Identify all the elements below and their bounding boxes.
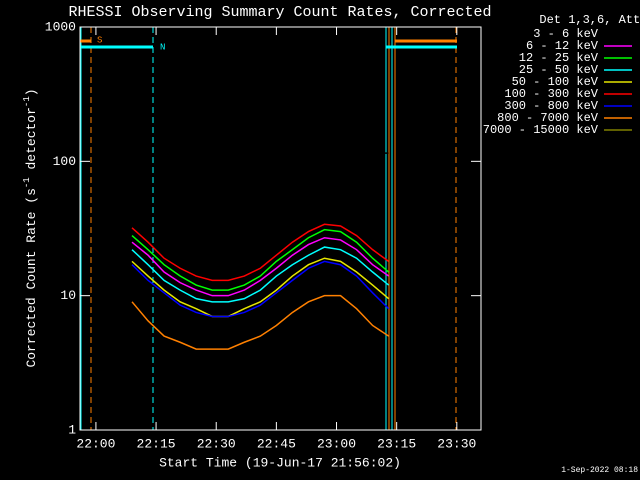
status-markers <box>80 27 457 430</box>
x-tick-label: 22:15 <box>137 436 176 451</box>
series-line <box>131 257 390 318</box>
series-line <box>131 246 390 303</box>
chart-title: RHESSI Observing Summary Count Rates, Co… <box>68 4 491 21</box>
annotation: N <box>160 42 165 52</box>
x-tick-label: 23:15 <box>377 436 416 451</box>
legend-label: 6 - 12 keV <box>526 39 599 53</box>
legend-label: 100 - 300 keV <box>504 87 598 101</box>
series-line <box>131 223 390 282</box>
legend-label: 800 - 7000 keV <box>497 111 599 125</box>
series-line <box>131 143 389 154</box>
y-tick-label: 1 <box>68 422 76 437</box>
x-tick-label: 22:30 <box>197 436 236 451</box>
y-label-sup: -1 <box>22 96 32 107</box>
series-line <box>131 260 390 318</box>
plot-frame <box>79 26 482 431</box>
y-label-part: detector <box>24 107 39 177</box>
y-label-part: ) <box>24 88 39 96</box>
legend-label: 12 - 25 keV <box>519 51 599 65</box>
series-line <box>131 294 390 350</box>
legend-label: 7000 - 15000 keV <box>483 123 599 137</box>
legend-label: 50 - 100 keV <box>512 75 599 89</box>
legend-label: 300 - 800 keV <box>504 99 598 113</box>
x-tick-label: 23:00 <box>317 436 356 451</box>
x-tick-label: 22:00 <box>76 436 115 451</box>
series-line <box>131 228 390 291</box>
y-tick-label: 100 <box>53 154 76 169</box>
timestamp: 1-Sep-2022 08:18 <box>561 466 638 475</box>
y-tick-label: 10 <box>60 288 76 303</box>
y-axis-label: Corrected Count Rate (s-1 detector-1) <box>22 88 39 367</box>
annotation: S <box>97 35 102 45</box>
series-line <box>131 236 390 297</box>
x-tick-label: 23:30 <box>437 436 476 451</box>
y-tick-label: 1000 <box>45 19 76 34</box>
y-label-part: Corrected Count Rate (s <box>24 188 39 367</box>
x-axis-label: Start Time (19-Jun-17 21:56:02) <box>159 455 401 470</box>
legend-label: 3 - 6 keV <box>533 27 599 41</box>
x-tick-label: 22:45 <box>257 436 296 451</box>
legend-label: 25 - 50 keV <box>519 63 599 77</box>
legend-title: Det 1,3,6, Att 0 <box>539 13 640 27</box>
y-label-sup: -1 <box>22 177 32 188</box>
